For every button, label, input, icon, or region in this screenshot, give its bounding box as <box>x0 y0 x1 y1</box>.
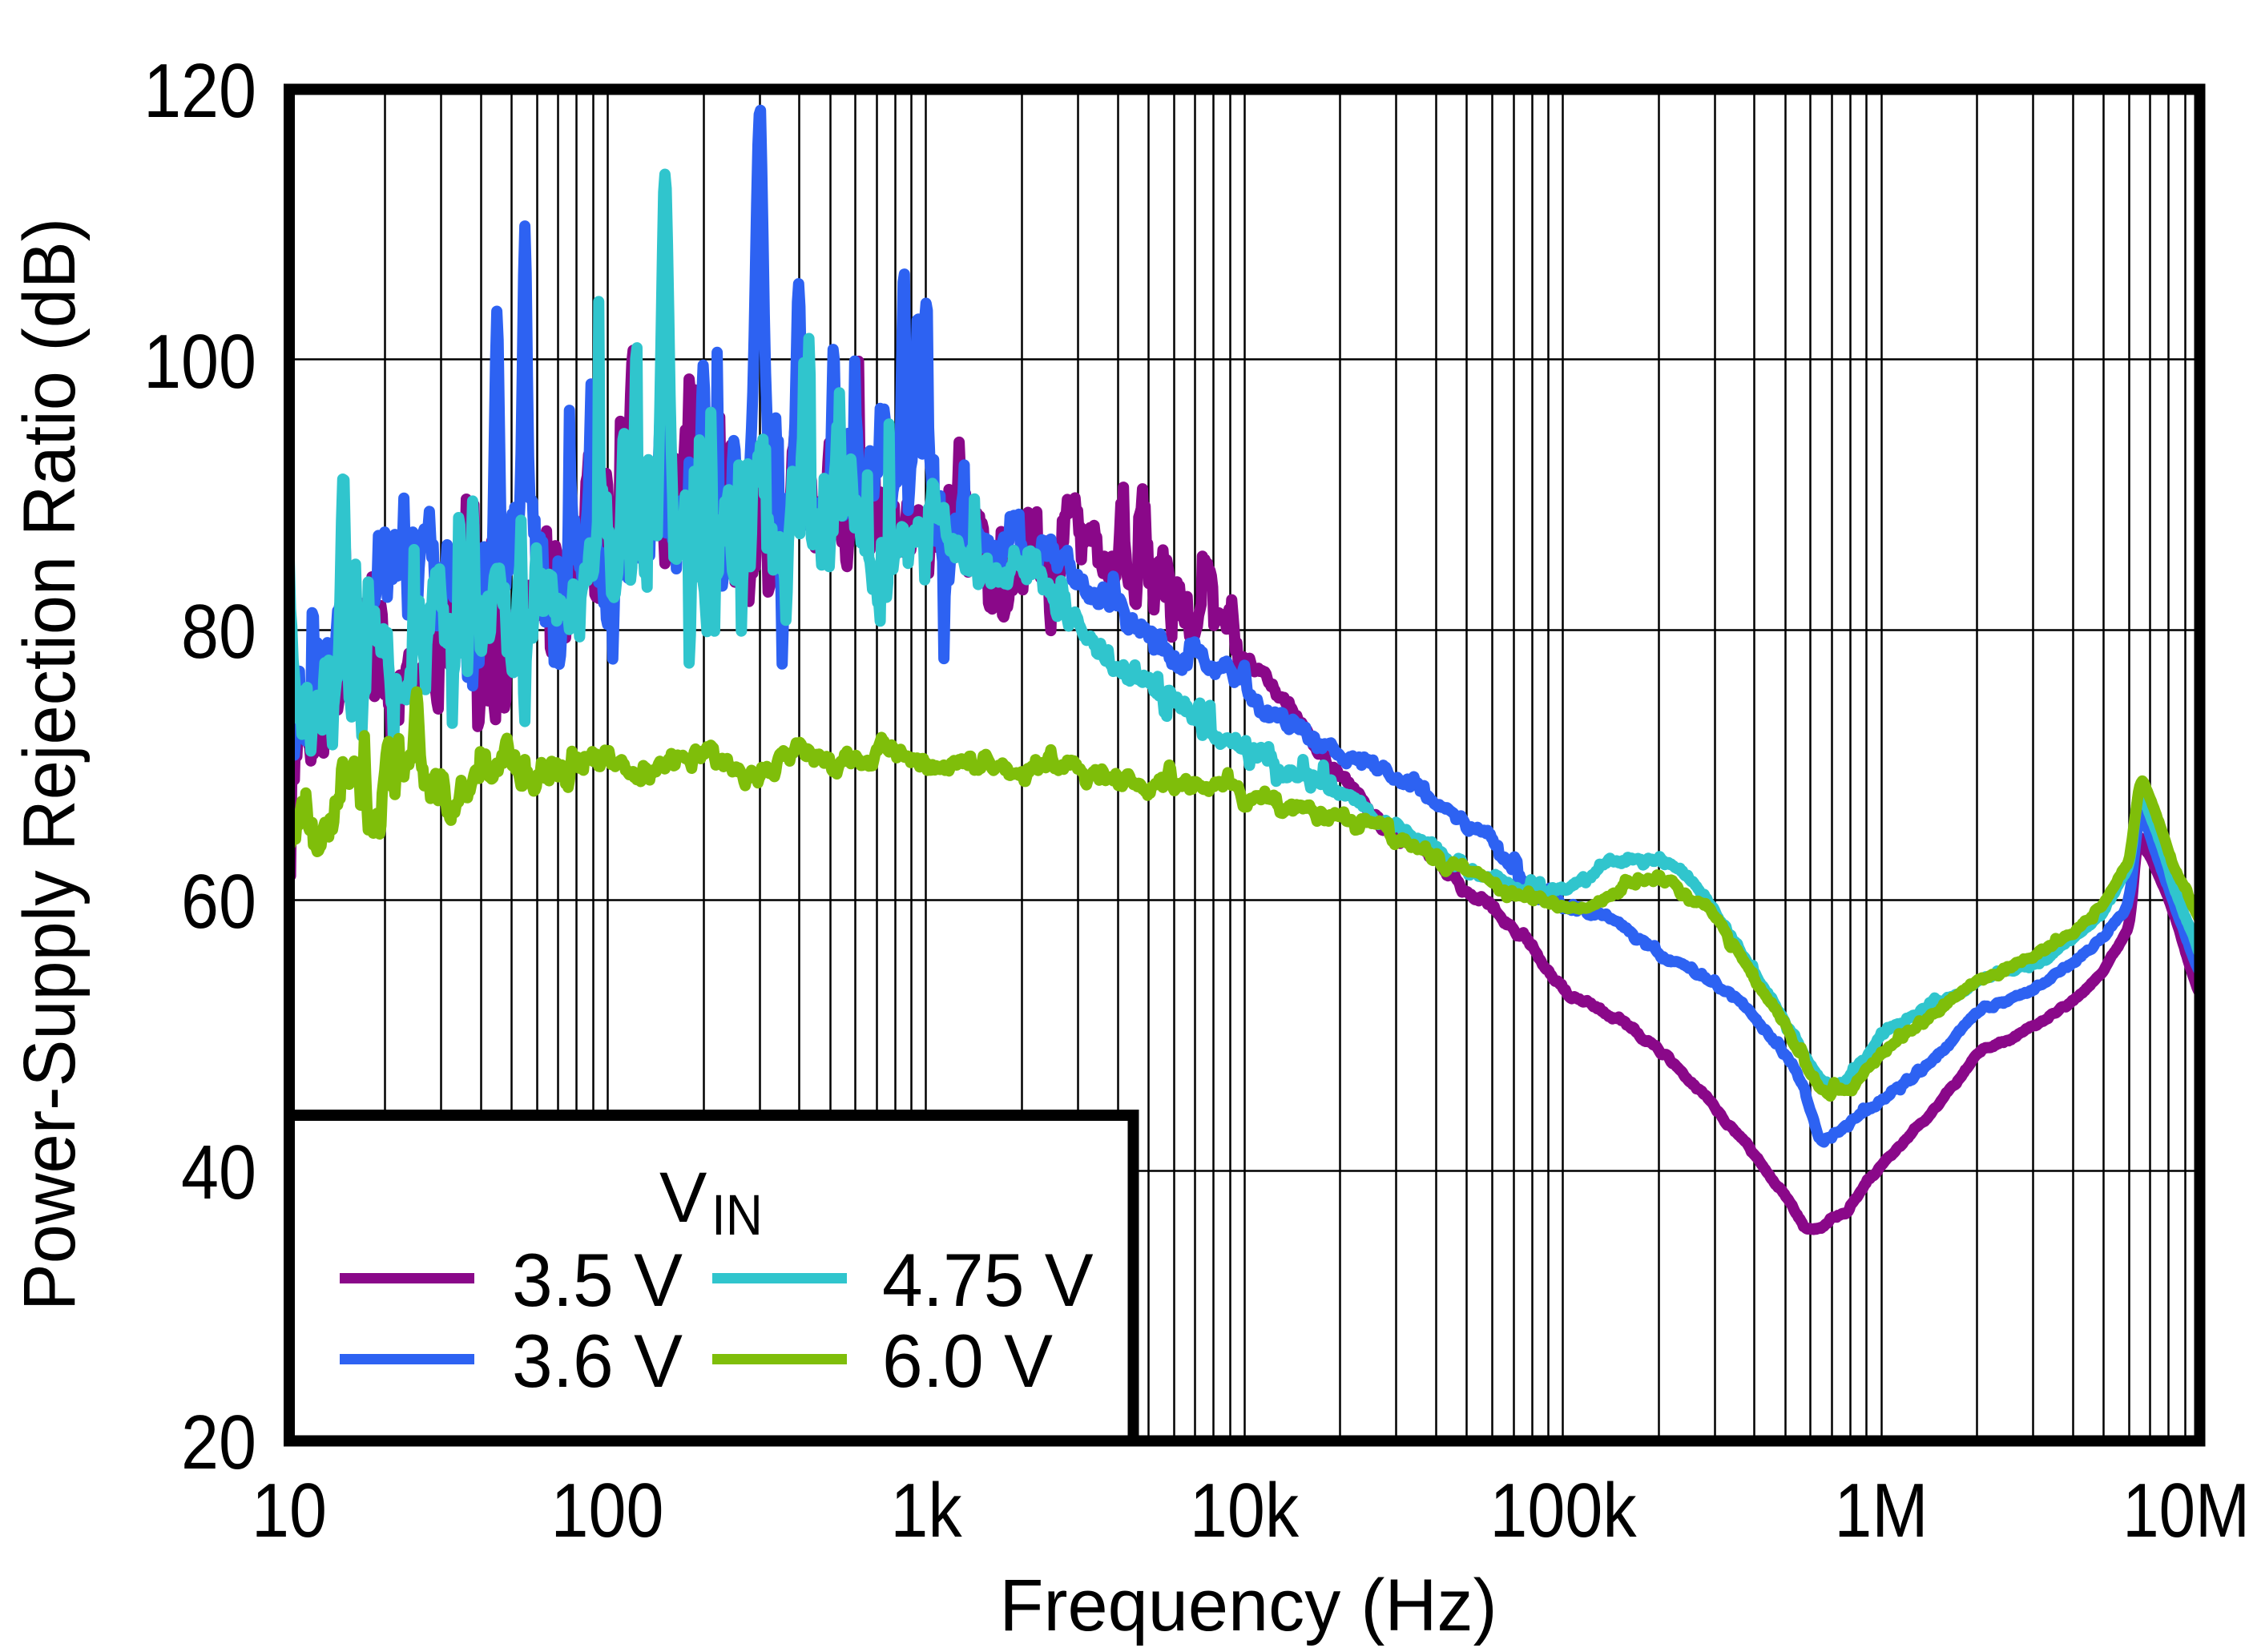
svg-text:3.6 V: 3.6 V <box>512 1319 683 1404</box>
svg-text:1k: 1k <box>890 1468 962 1553</box>
svg-text:4.75 V: 4.75 V <box>882 1238 1094 1323</box>
svg-text:60: 60 <box>181 859 256 945</box>
svg-text:100k: 100k <box>1489 1468 1637 1553</box>
svg-text:120: 120 <box>143 48 256 134</box>
svg-text:20: 20 <box>181 1400 256 1485</box>
svg-text:100: 100 <box>143 319 256 405</box>
svg-text:6.0 V: 6.0 V <box>882 1319 1053 1404</box>
svg-text:Power-Supply Rejection Ratio (: Power-Supply Rejection Ratio (dB) <box>8 218 91 1311</box>
svg-text:IN: IN <box>711 1184 763 1247</box>
svg-text:80: 80 <box>181 589 256 675</box>
svg-text:10: 10 <box>252 1468 327 1553</box>
svg-text:V: V <box>659 1157 707 1237</box>
svg-text:10M: 10M <box>2122 1467 2249 1553</box>
svg-text:1M: 1M <box>1834 1468 1928 1553</box>
svg-text:10k: 10k <box>1190 1468 1300 1553</box>
svg-text:40: 40 <box>181 1130 256 1215</box>
svg-text:Frequency (Hz): Frequency (Hz) <box>999 1565 1497 1646</box>
svg-text:100: 100 <box>551 1468 664 1553</box>
svg-text:3.5 V: 3.5 V <box>512 1238 683 1323</box>
